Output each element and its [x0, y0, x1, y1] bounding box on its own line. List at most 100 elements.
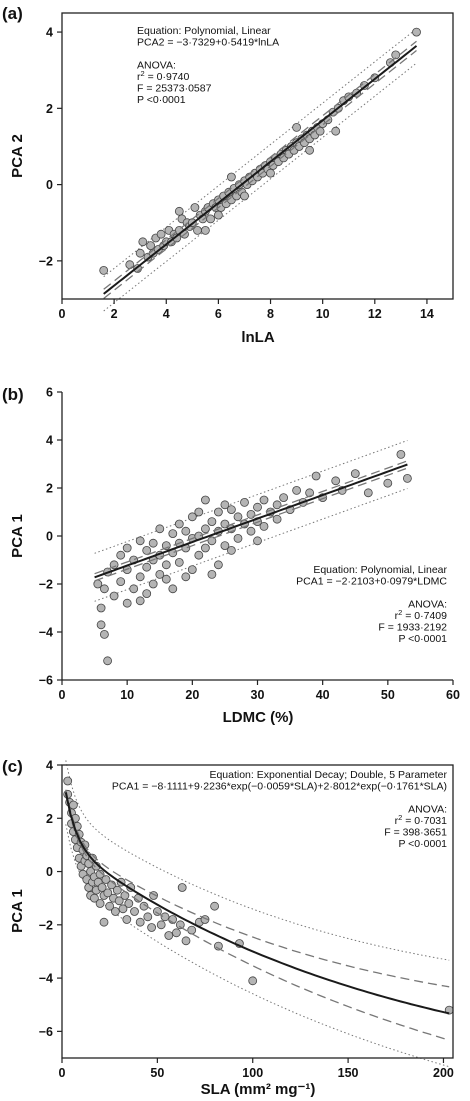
data-point: [200, 524, 210, 534]
plot-frame: [61, 12, 454, 300]
data-point: [100, 584, 109, 594]
x-tick-label: 20: [185, 688, 199, 702]
data-point: [122, 598, 132, 608]
panel-label: (b): [2, 385, 24, 404]
data-point: [177, 883, 187, 892]
x-tick-label: 200: [433, 1066, 454, 1080]
data-point: [147, 923, 157, 932]
confidence-band-upper: [103, 40, 417, 290]
data-point: [142, 562, 152, 572]
annotation-line: ANOVA:: [408, 599, 447, 611]
x-tick-label: 30: [251, 688, 265, 702]
y-tick-label: −2: [39, 578, 53, 592]
prediction-band-lower: [65, 824, 450, 1068]
data-point: [109, 591, 119, 601]
data-point: [331, 476, 341, 486]
y-axis-label: PCA 1: [9, 514, 26, 558]
data-point: [292, 123, 302, 132]
x-axis-label: LDMC (%): [223, 709, 294, 726]
data-point: [207, 570, 217, 579]
points-group: [93, 449, 412, 666]
annotation-line: Equation: Polynomial, Linear: [313, 564, 447, 576]
data-point: [97, 883, 107, 892]
data-point: [148, 538, 158, 548]
annotation-line: r2 = 0·7409: [395, 608, 447, 622]
data-point: [305, 145, 315, 155]
data-point: [160, 912, 170, 922]
data-point: [311, 471, 321, 481]
x-ticks: [61, 680, 454, 685]
data-point: [100, 630, 109, 639]
data-point: [135, 248, 145, 258]
data-point: [391, 50, 401, 60]
data-point: [253, 536, 262, 546]
y-tick-labels: −6 −4 −2 0 2 4 6: [39, 386, 53, 688]
data-point: [226, 172, 236, 182]
data-point: [103, 888, 113, 898]
data-point: [412, 27, 421, 37]
data-point: [253, 502, 262, 512]
data-point: [135, 596, 145, 606]
data-point: [259, 495, 269, 505]
y-tick-label: 4: [46, 759, 53, 773]
data-point: [95, 869, 105, 879]
data-point: [279, 493, 289, 503]
data-point: [156, 920, 166, 930]
data-point: [200, 495, 210, 505]
annotation-line: F = 1933·2192: [378, 622, 447, 634]
plot-frame: [61, 764, 454, 1059]
data-point: [213, 507, 223, 517]
x-tick-label: 2: [111, 307, 118, 321]
data-point: [103, 656, 112, 666]
annotation-line: F = 25373·0587: [137, 83, 212, 95]
data-point: [210, 901, 220, 911]
data-point: [122, 915, 132, 924]
x-tick-label: 8: [267, 307, 274, 321]
data-point: [292, 485, 302, 495]
annotation-line: PCA1 = −2·2103+0·0979*LDMC: [296, 576, 447, 588]
data-point: [220, 541, 230, 550]
y-tick-label: 6: [46, 386, 53, 400]
data-point: [240, 191, 249, 201]
annotation-line: Equation: Polynomial, Linear: [137, 25, 271, 37]
data-point: [181, 572, 191, 582]
data-point: [118, 904, 128, 914]
data-point: [139, 901, 149, 911]
data-point: [161, 574, 171, 584]
y-tick-label: −4: [39, 972, 53, 986]
data-point: [130, 907, 139, 916]
data-point: [138, 237, 148, 247]
prediction-band-group: [103, 28, 417, 312]
data-point: [174, 558, 184, 567]
data-point: [200, 225, 210, 235]
y-tick-labels: −2 0 2 4: [39, 26, 53, 269]
x-tick-label: 10: [120, 688, 134, 702]
x-tick-label: 12: [368, 307, 382, 321]
data-point: [194, 550, 204, 560]
data-point: [181, 936, 191, 946]
points-group: [63, 776, 454, 1015]
data-point: [200, 543, 210, 553]
data-point: [99, 917, 109, 927]
annotation-line: ANOVA:: [408, 804, 447, 816]
panel-label: (a): [2, 4, 23, 23]
data-point: [402, 473, 412, 483]
data-point: [190, 203, 200, 212]
data-point: [233, 534, 243, 543]
y-tick-label: −6: [39, 674, 53, 688]
data-point: [135, 572, 145, 582]
x-tick-label: 0: [59, 688, 66, 702]
x-tick-label: 14: [420, 307, 434, 321]
prediction-band-upper: [103, 28, 417, 278]
plot-axes: [61, 392, 453, 681]
panel-c: (c) 0 50 100 150 200 −6 −4 −2 0 2 4 SLA (mm² mg⁻¹…: [2, 757, 454, 1098]
y-ticks: [57, 391, 62, 681]
x-tick-labels: 0 50 100 150 200: [59, 1066, 454, 1080]
y-axis-label: PCA 2: [9, 134, 26, 178]
data-point: [129, 584, 139, 594]
data-point: [174, 206, 184, 216]
data-point: [122, 543, 132, 553]
data-point: [143, 912, 153, 922]
data-point: [383, 478, 393, 488]
